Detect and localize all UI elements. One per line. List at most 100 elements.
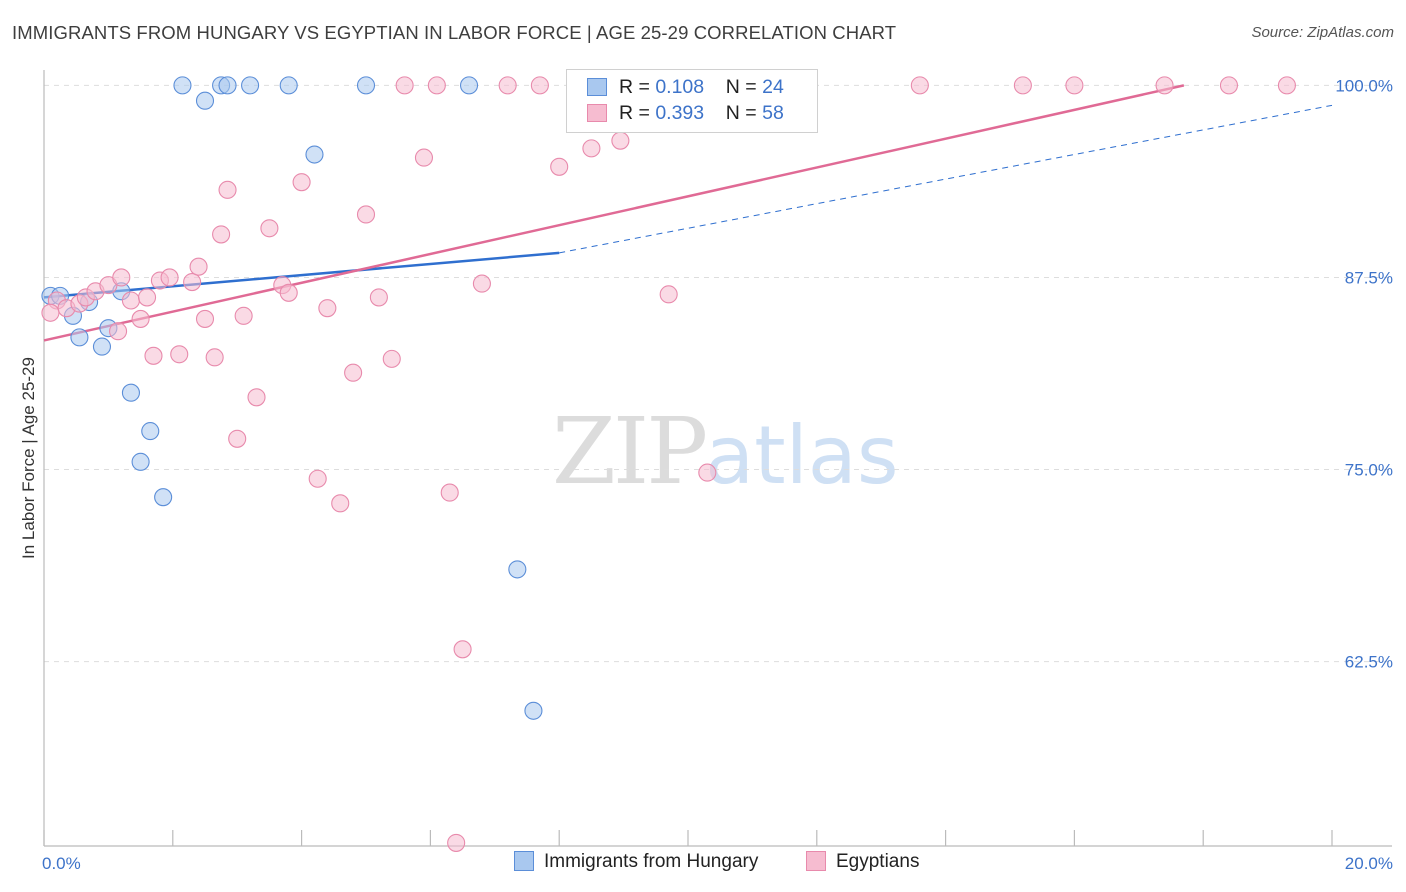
data-point-egyptians	[218, 180, 237, 199]
legend-swatch-egyptians	[587, 104, 607, 122]
watermark-zip: ZIP	[552, 398, 708, 505]
stats-legend: R = 0.108 N = 24 R = 0.393 N = 58	[566, 69, 818, 133]
trend-line-egyptians	[43, 84, 1185, 342]
data-point-egyptians	[582, 139, 601, 158]
data-point-hungary	[131, 452, 150, 471]
data-point-hungary	[524, 701, 543, 720]
data-point-egyptians	[910, 76, 929, 95]
source-label: Source: ZipAtlas.com	[1251, 24, 1394, 41]
series-legend: Immigrants from Hungary Egyptians	[0, 851, 1406, 879]
series-legend-label: Immigrants from Hungary	[544, 851, 759, 872]
watermark-atlas: atlas	[705, 409, 899, 502]
data-point-egyptians	[472, 274, 491, 293]
data-point-egyptians	[550, 157, 569, 176]
data-point-hungary	[141, 422, 160, 441]
legend-n-label: N =	[725, 76, 757, 98]
legend-r-value: 0.108	[655, 76, 705, 98]
gridlines	[44, 84, 1392, 663]
data-point-egyptians	[1065, 76, 1084, 95]
data-point-egyptians	[279, 283, 298, 302]
data-point-egyptians	[1155, 76, 1174, 95]
series-swatch-egyptians	[806, 851, 826, 871]
data-point-egyptians	[131, 309, 150, 328]
data-point-egyptians	[440, 483, 459, 502]
data-point-egyptians	[369, 288, 388, 307]
data-point-egyptians	[356, 205, 376, 224]
legend-row-hungary: R = 0.108 N = 24	[587, 76, 784, 100]
data-point-egyptians	[121, 291, 140, 310]
y-tick-label: 87.5%	[1345, 268, 1393, 287]
data-points	[41, 76, 1296, 852]
data-point-egyptians	[292, 173, 311, 192]
data-point-egyptians	[109, 322, 128, 341]
y-axis-title: In Labor Force | Age 25-29	[19, 357, 38, 559]
axes	[43, 70, 1392, 847]
data-point-hungary	[70, 328, 89, 347]
data-point-egyptians	[698, 463, 717, 482]
legend-r-value: 0.393	[655, 102, 705, 124]
data-point-egyptians	[344, 363, 363, 382]
data-point-egyptians	[1219, 76, 1239, 95]
data-point-egyptians	[308, 469, 327, 488]
series-legend-label: Egyptians	[836, 851, 920, 872]
chart-title: IMMIGRANTS FROM HUNGARY VS EGYPTIAN IN L…	[12, 22, 897, 43]
data-point-hungary	[121, 383, 140, 402]
data-point-egyptians	[427, 76, 446, 95]
data-point-egyptians	[331, 494, 350, 513]
legend-n-value: 24	[762, 76, 784, 98]
data-point-egyptians	[205, 348, 224, 367]
legend-n-label: N =	[725, 102, 757, 124]
data-point-egyptians	[137, 288, 157, 307]
data-point-egyptians	[611, 131, 630, 150]
data-point-egyptians	[212, 225, 231, 244]
data-point-egyptians	[160, 268, 179, 287]
x-tick-label: 0.0%	[42, 854, 81, 873]
data-point-egyptians	[382, 349, 401, 368]
data-point-egyptians	[659, 285, 678, 304]
y-tick-label: 75.0%	[1345, 461, 1393, 480]
data-point-egyptians	[530, 76, 549, 95]
legend-r-label: R =	[619, 76, 650, 98]
data-point-egyptians	[170, 345, 189, 364]
data-point-egyptians	[498, 76, 517, 95]
zipatlas-watermark: ZIPatlas	[552, 398, 899, 505]
data-point-hungary	[241, 76, 260, 95]
legend-swatch-hungary	[587, 78, 607, 96]
data-point-egyptians	[189, 257, 208, 276]
legend-r-label: R =	[619, 102, 650, 124]
data-point-hungary	[218, 76, 237, 95]
data-point-hungary	[279, 76, 298, 95]
data-point-hungary	[305, 145, 324, 164]
data-point-egyptians	[1277, 76, 1296, 95]
series-legend-egyptians[interactable]: Egyptians	[806, 851, 919, 873]
y-tick-label: 100.0%	[1335, 76, 1393, 95]
data-point-hungary	[195, 91, 215, 110]
series-legend-hungary[interactable]: Immigrants from Hungary	[514, 851, 758, 873]
legend-n-value: 58	[762, 102, 784, 124]
data-point-egyptians	[247, 388, 266, 407]
data-point-egyptians	[228, 429, 247, 448]
data-point-egyptians	[234, 306, 253, 325]
data-point-hungary	[459, 76, 479, 95]
y-tick-label: 62.5%	[1345, 653, 1393, 672]
data-point-hungary	[356, 76, 376, 95]
data-point-egyptians	[112, 268, 131, 287]
data-point-egyptians	[183, 273, 202, 292]
data-point-hungary	[508, 560, 527, 579]
data-point-egyptians	[395, 76, 414, 95]
tick-labels: 100.0% 87.5% 75.0% 62.5% 0.0% 20.0% In Labor F…	[19, 76, 1393, 873]
data-point-egyptians	[414, 148, 434, 167]
legend-row-egyptians: R = 0.393 N = 58	[587, 102, 784, 126]
data-point-egyptians	[447, 833, 466, 852]
data-point-egyptians	[195, 309, 215, 328]
data-point-hungary	[92, 337, 112, 356]
data-point-egyptians	[144, 346, 163, 365]
data-point-hungary	[154, 488, 173, 507]
data-point-egyptians	[1013, 76, 1032, 95]
data-point-egyptians	[260, 219, 279, 238]
data-point-egyptians	[41, 303, 60, 322]
series-swatch-hungary	[514, 851, 534, 871]
data-point-egyptians	[453, 640, 472, 659]
data-point-egyptians	[318, 299, 337, 318]
